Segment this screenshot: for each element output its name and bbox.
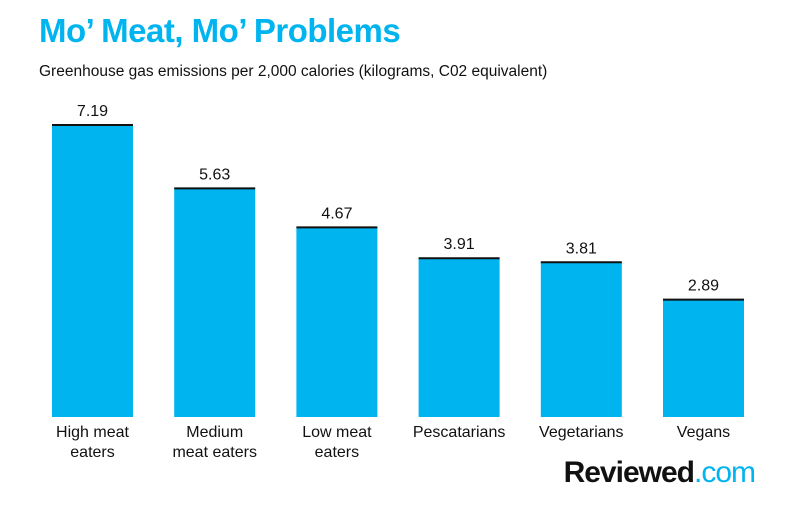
brand-name: Reviewed	[563, 456, 695, 489]
bar-5	[663, 299, 744, 417]
category-label-2: Low meat eaters	[302, 424, 372, 461]
value-label-5: 2.89	[688, 278, 719, 295]
value-label-3: 3.91	[444, 236, 475, 253]
category-label-1: Medium meat eaters	[172, 424, 256, 461]
brand-logo: Reviewed.com	[563, 456, 756, 489]
category-label-0: High meat eaters	[56, 424, 129, 461]
bar-3	[418, 258, 500, 417]
category-label-3: Pescatarians	[413, 424, 506, 441]
bar-2	[296, 227, 378, 417]
value-label-1: 5.63	[199, 166, 230, 183]
bar-1	[174, 188, 256, 417]
category-label-4: Vegetarians	[539, 424, 624, 441]
bar-4	[540, 262, 622, 417]
value-label-0: 7.19	[77, 103, 108, 120]
value-label-4: 3.81	[566, 240, 597, 257]
bar-0	[52, 125, 133, 417]
category-label-5: Vegans	[677, 424, 730, 441]
chart-title: Mo’ Meat, Mo’ Problems	[39, 12, 401, 49]
value-label-2: 4.67	[321, 205, 352, 222]
brand-tld: .com	[693, 456, 756, 489]
chart-subtitle: Greenhouse gas emissions per 2,000 calor…	[39, 63, 548, 80]
